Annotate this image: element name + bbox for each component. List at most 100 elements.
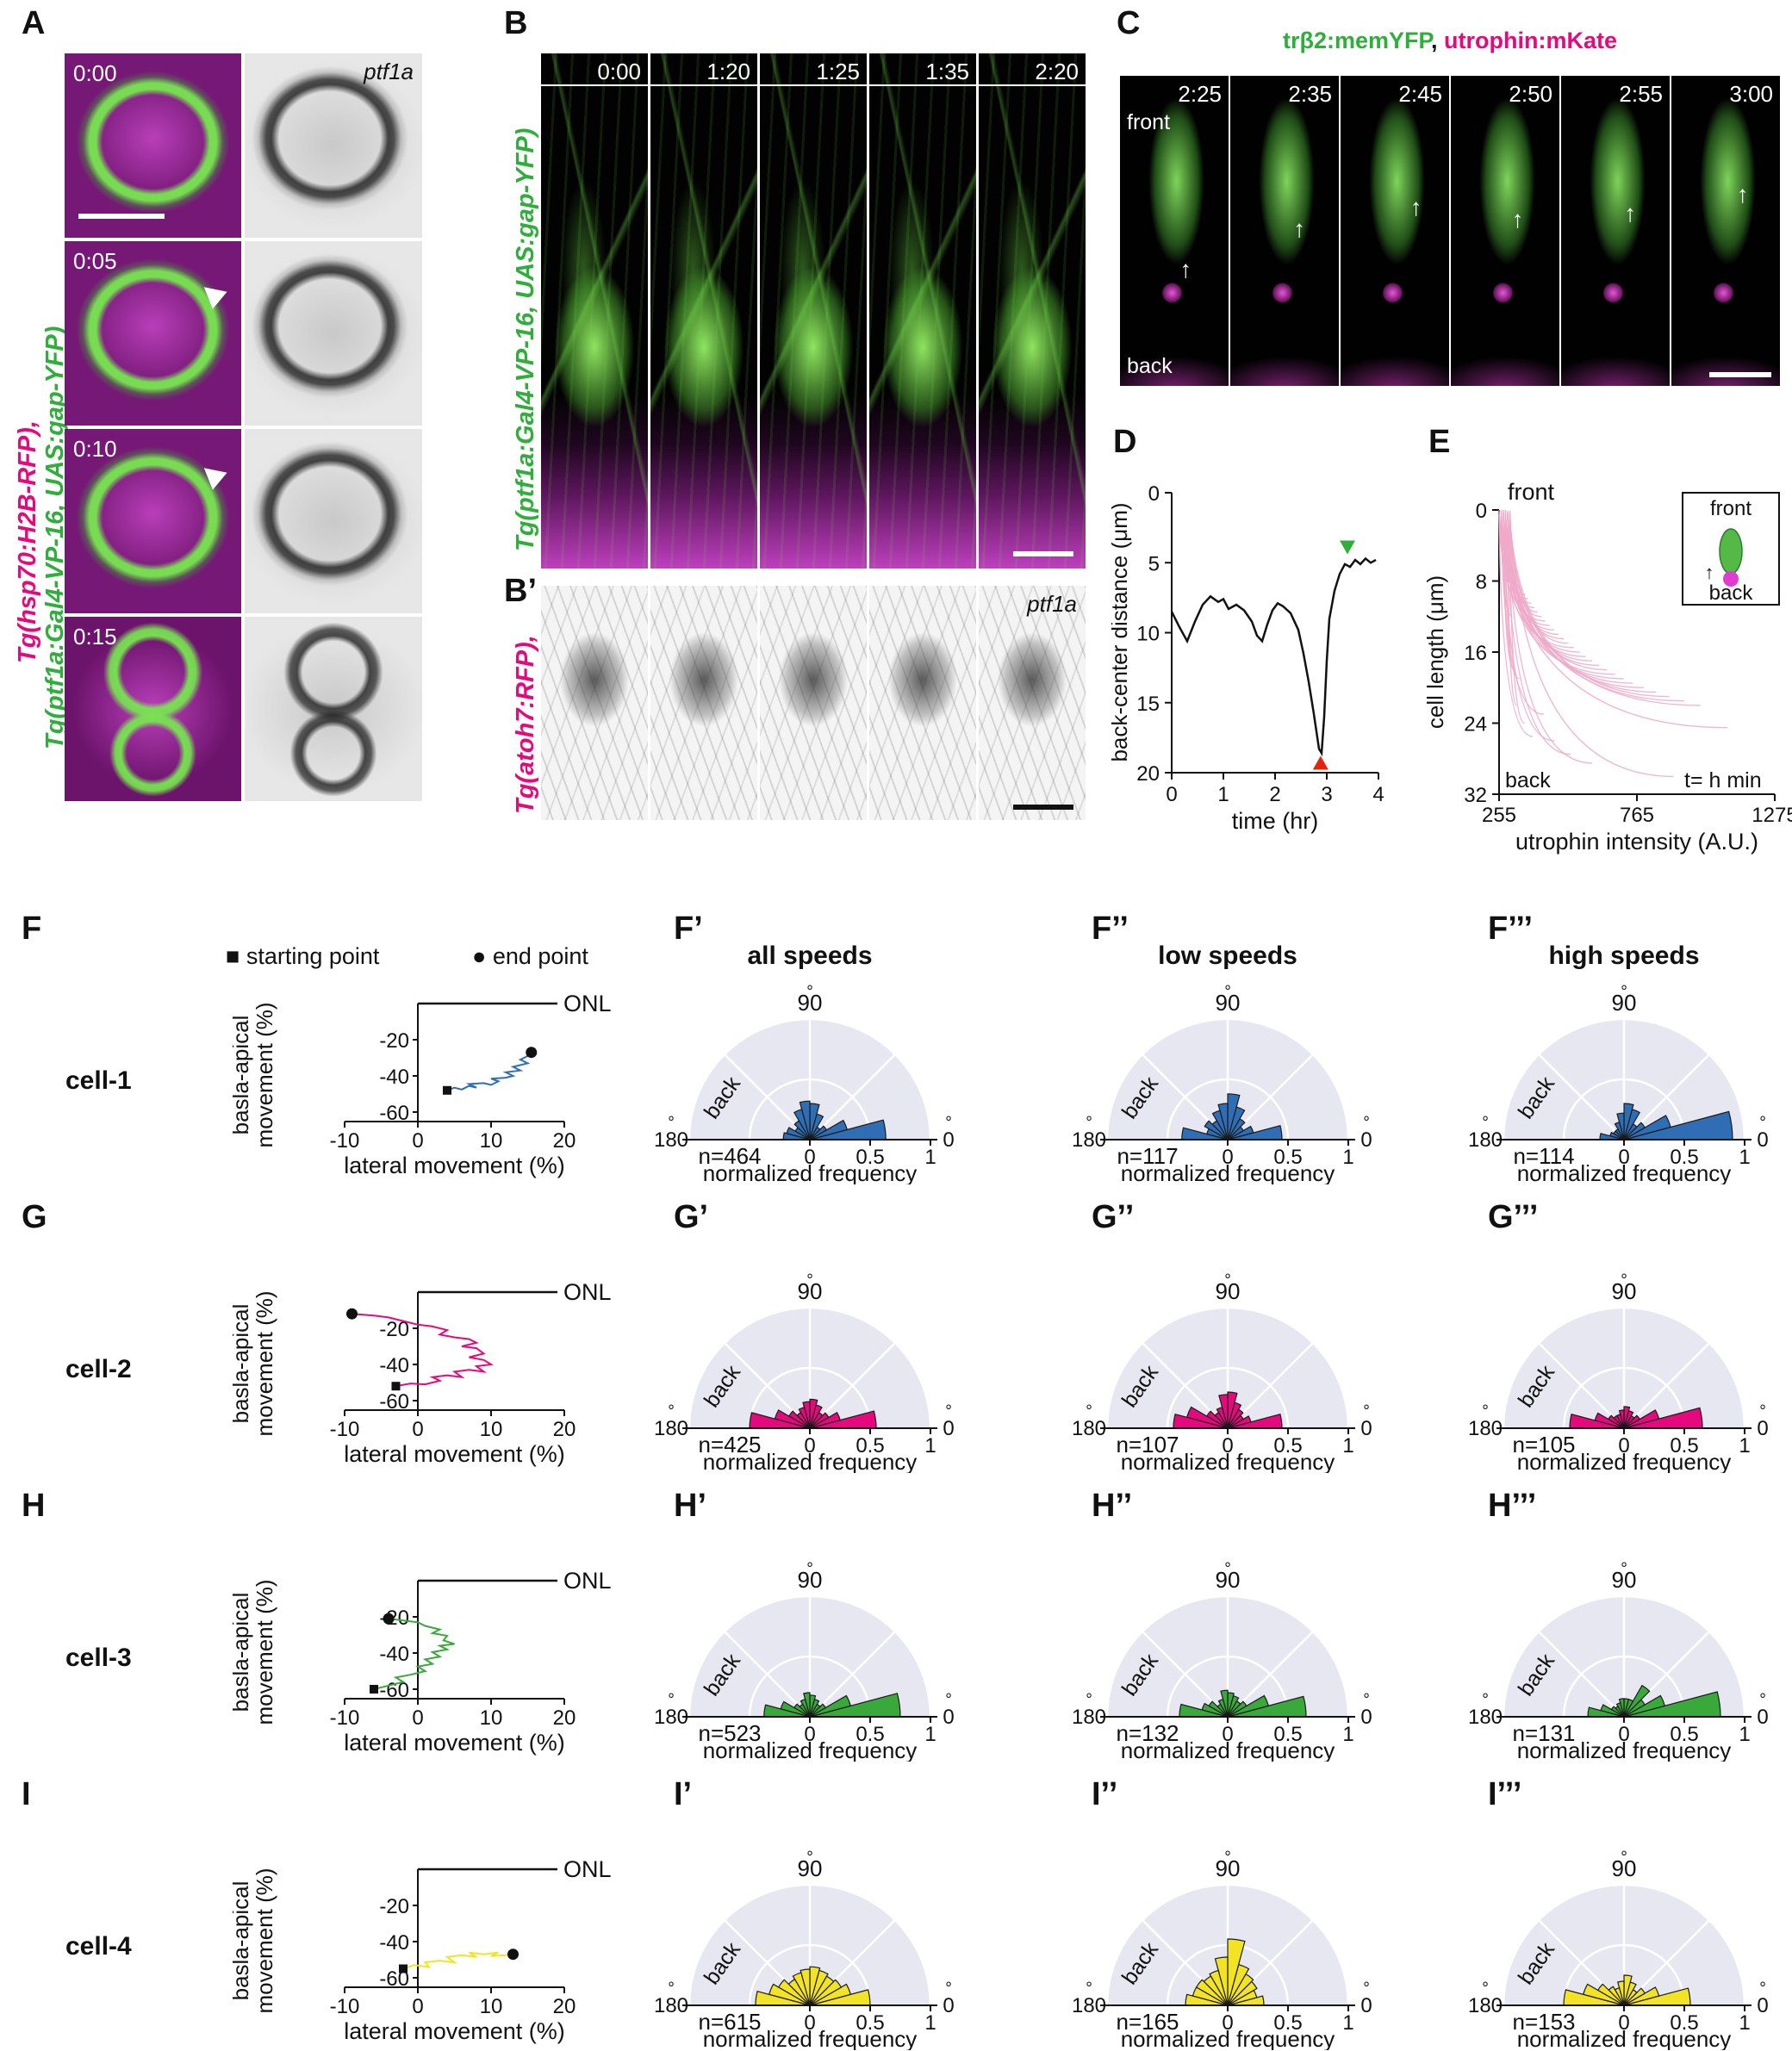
angle-180-label: 180 bbox=[1468, 1994, 1503, 2017]
rose-petal bbox=[1227, 1093, 1241, 1140]
up-arrow-icon: ↑ bbox=[1409, 193, 1422, 221]
cell-label: cell-2 bbox=[65, 1355, 132, 1383]
angle-90-label: 90 bbox=[1612, 1278, 1637, 1304]
rose-title-high-speeds: high speeds bbox=[1548, 942, 1700, 970]
panel-label-H-prime: H’ bbox=[674, 1488, 706, 1524]
rose-xlabel: normalized frequency bbox=[1121, 2026, 1335, 2050]
x-tick-label: 0 bbox=[1166, 783, 1177, 806]
grid-line bbox=[1623, 1342, 1710, 1429]
r-tick-label: 1 bbox=[924, 1434, 936, 1457]
grid-line bbox=[809, 1053, 896, 1140]
r-tick-label: 0.5 bbox=[1670, 1434, 1698, 1457]
cell-label: cell-4 bbox=[65, 1932, 132, 1961]
inset-cell-body bbox=[1719, 528, 1743, 575]
angle-180-label: 180 bbox=[1468, 1417, 1503, 1440]
sample-size-label: n=107 bbox=[1116, 1432, 1179, 1457]
rose-petal bbox=[809, 1412, 830, 1429]
rose-xlabel: normalized frequency bbox=[703, 1737, 918, 1762]
traj-ylabel-line2: movement (%) bbox=[252, 1868, 277, 2013]
micrograph-B-3: 1:25 bbox=[760, 53, 867, 569]
r-tick-label: 0 bbox=[1618, 1146, 1629, 1169]
intensity-trace bbox=[1504, 509, 1571, 755]
sample-size-label: n=131 bbox=[1512, 1720, 1575, 1746]
degree-icon: ° bbox=[1759, 1402, 1766, 1420]
panelBprime-transgene-label: Tg(atoh7:RFP), bbox=[512, 635, 539, 814]
end-marker bbox=[507, 1948, 519, 1961]
degree-icon: ° bbox=[668, 1691, 675, 1709]
rose-petal bbox=[1623, 1115, 1671, 1140]
angle-180-label: 180 bbox=[1468, 1128, 1503, 1152]
grid-line bbox=[724, 1631, 811, 1718]
rose-petal bbox=[809, 1398, 818, 1429]
y-tick-label: -40 bbox=[379, 1354, 409, 1377]
x-tick-label: 2 bbox=[1269, 783, 1280, 806]
traj-xlabel: lateral movement (%) bbox=[344, 1153, 565, 1178]
rose-xlabel: normalized frequency bbox=[703, 1160, 918, 1184]
sample-size-label: n=165 bbox=[1116, 2009, 1179, 2035]
angle-90-label: 90 bbox=[1612, 1567, 1637, 1593]
degree-icon: ° bbox=[945, 1980, 952, 1998]
x-tick-label: 765 bbox=[1620, 804, 1654, 827]
x-tick-label: 0 bbox=[412, 1706, 423, 1730]
degree-icon: ° bbox=[1086, 1402, 1092, 1420]
angle-90-label: 90 bbox=[1612, 1855, 1637, 1881]
time-unit-label: t= h min bbox=[1684, 768, 1762, 792]
distance-trace bbox=[1170, 556, 1377, 757]
trajectory-path bbox=[373, 1618, 455, 1690]
r-tick-label: 0.5 bbox=[856, 1146, 884, 1169]
degree-icon: ° bbox=[1759, 1691, 1766, 1709]
intensity-trace bbox=[1509, 516, 1670, 698]
degree-icon: ° bbox=[668, 1980, 675, 1998]
timestamp: 0:05 bbox=[73, 248, 117, 274]
panel-label-F-3prime: F’’’ bbox=[1488, 911, 1534, 947]
inset-cell-back bbox=[1723, 571, 1739, 587]
angle-90-label: 90 bbox=[798, 1278, 823, 1304]
panel-label-H-3prime: H’’’ bbox=[1488, 1488, 1537, 1524]
degree-icon: ° bbox=[1363, 1402, 1370, 1420]
rose-petal bbox=[809, 1979, 843, 2006]
r-tick-label: 1 bbox=[1342, 1723, 1353, 1746]
angle-90-label: 90 bbox=[1216, 1278, 1241, 1304]
x-tick-label: 3 bbox=[1321, 783, 1332, 806]
degree-icon: ° bbox=[945, 1402, 952, 1420]
trajectory-path bbox=[446, 1051, 538, 1091]
y-tick-label: 10 bbox=[1136, 623, 1160, 646]
start-marker bbox=[399, 1964, 408, 1973]
inset-back-label: back bbox=[1709, 581, 1754, 605]
angle-0-label: 0 bbox=[1757, 1994, 1768, 2017]
x-tick-label: 20 bbox=[553, 1995, 576, 2018]
intensity-trace bbox=[1507, 513, 1517, 706]
legend-end-label: end point bbox=[492, 943, 588, 969]
timestamp: 3:00 bbox=[1729, 81, 1773, 107]
micrograph-A-ptf1a-1: ptf1a bbox=[245, 53, 422, 238]
micrograph-C-6: 3:00 ↑ bbox=[1671, 76, 1780, 386]
d-ylabel: back-center distance (μm) bbox=[1111, 502, 1132, 761]
panelC-title-mkate: utrophin:mKate bbox=[1444, 28, 1618, 53]
d-xlabel: time (hr) bbox=[1232, 808, 1319, 834]
onl-label: ONL bbox=[563, 1856, 612, 1882]
rose-petal bbox=[1227, 1694, 1270, 1718]
angle-0-label: 0 bbox=[943, 1706, 954, 1729]
rose-xlabel: normalized frequency bbox=[1517, 1737, 1732, 1762]
rose-xlabel: normalized frequency bbox=[1517, 2026, 1732, 2050]
r-tick-label: 1 bbox=[1342, 2011, 1353, 2035]
x-tick-label: 10 bbox=[480, 1129, 503, 1153]
back-center-distance-chart: back-center distance (μm) 0 5 10 15 20 0 1 2 3 4 ti… bbox=[1111, 482, 1384, 834]
micrograph-A-ptf1a-3 bbox=[245, 429, 422, 613]
x-tick-label: 0 bbox=[412, 1418, 423, 1441]
panel-label-B: B bbox=[504, 5, 528, 41]
r-tick-label: 0 bbox=[1222, 2011, 1233, 2035]
degree-icon: ° bbox=[1224, 983, 1231, 1001]
panel-label-G-2prime: G’’ bbox=[1092, 1199, 1135, 1235]
start-marker bbox=[391, 1382, 401, 1391]
panel-label-G: G bbox=[22, 1199, 47, 1235]
panel-label-I-2prime: I’’ bbox=[1092, 1776, 1118, 1812]
traj-xlabel: lateral movement (%) bbox=[344, 2018, 565, 2044]
